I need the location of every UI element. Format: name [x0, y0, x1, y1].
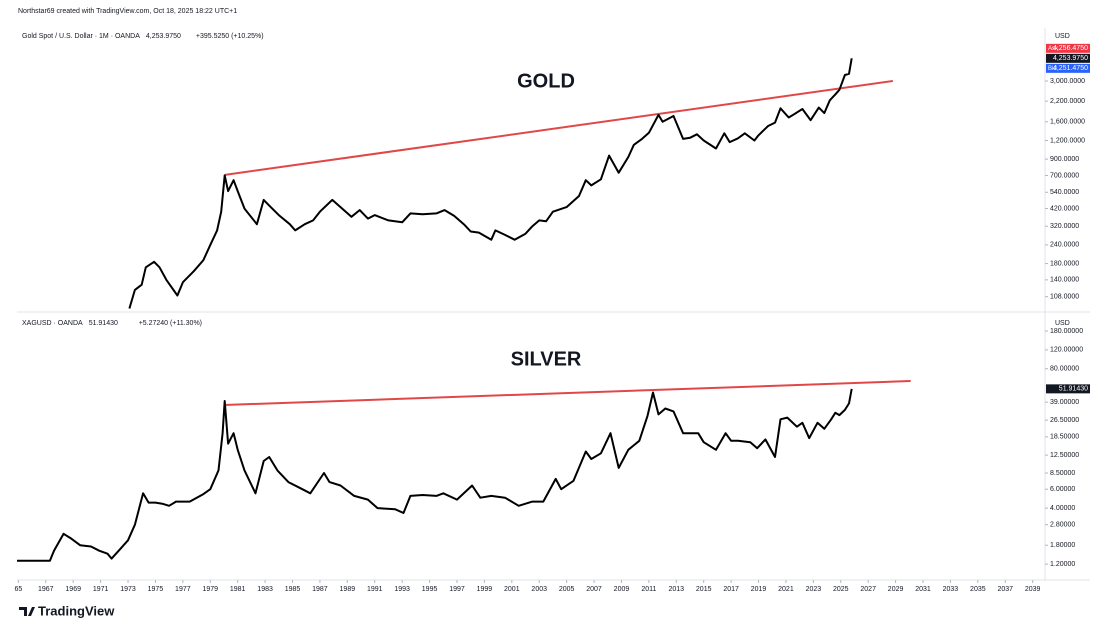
x-tick-label: 1973: [120, 586, 136, 593]
y-tick-label: 2.80000: [1050, 522, 1075, 529]
y-tick-label: 120.00000: [1050, 347, 1083, 354]
y-tick-label: 180.0000: [1050, 260, 1079, 267]
chart-pane: Gold Spot / U.S. Dollar · 1M · OANDA 4,25…: [22, 33, 1090, 309]
x-tick-label: 2005: [559, 586, 575, 593]
x-tick-label: 1967: [38, 586, 54, 593]
bid-tag-value: 4,251.4750: [1053, 65, 1088, 72]
x-tick-label: 2039: [1025, 586, 1041, 593]
ask-tag-value: 4,256.4750: [1053, 45, 1088, 52]
y-tick-label: 1.80000: [1050, 542, 1075, 549]
logo: TradingView: [19, 603, 115, 618]
x-tick-label: 1997: [449, 586, 465, 593]
x-tick-label: 1985: [285, 586, 301, 593]
y-tick-label: 240.0000: [1050, 242, 1079, 249]
x-tick-label: 1995: [422, 586, 438, 593]
y-tick-label: 108.0000: [1050, 294, 1079, 301]
x-tick-label: 2035: [970, 586, 986, 593]
symbol: XAGUSD · OANDA: [22, 320, 83, 327]
last-price-tag-value: 4,253.9750: [1053, 55, 1088, 62]
x-tick-label: 2023: [806, 586, 822, 593]
x-tick-label: 2009: [614, 586, 630, 593]
x-tick-label: 1987: [312, 586, 328, 593]
x-tick-label: 1983: [257, 586, 273, 593]
x-tick-label: 2015: [696, 586, 712, 593]
x-tick-label: 65: [14, 586, 22, 593]
last-price: 4,253.9750: [146, 33, 181, 40]
y-tick-label: 1,600.0000: [1050, 119, 1085, 126]
currency: USD: [1055, 320, 1070, 327]
x-tick-label: 1977: [175, 586, 191, 593]
y-tick-label: 1.20000: [1050, 561, 1075, 568]
y-tick-label: 3,000.0000: [1050, 78, 1085, 85]
x-tick-label: 2021: [778, 586, 794, 593]
change: +395.5250 (+10.25%): [196, 33, 264, 40]
x-tick-label: 1993: [394, 586, 410, 593]
x-tick-label: 2001: [504, 586, 520, 593]
x-tick-label: 1975: [148, 586, 164, 593]
chart-pane: XAGUSD · OANDA 51.91430 +5.27240 (+11.30%)…: [14, 320, 1090, 593]
x-tick-label: 1999: [477, 586, 493, 593]
symbol: Gold Spot / U.S. Dollar · 1M · OANDA: [22, 33, 140, 40]
y-tick-label: 6.00000: [1050, 486, 1075, 493]
bid-tag-label: Bid: [1048, 66, 1057, 72]
x-tick-label: 2027: [860, 586, 876, 593]
y-tick-label: 180.00000: [1050, 328, 1083, 335]
x-tick-label: 2033: [943, 586, 959, 593]
x-tick-label: 2003: [531, 586, 547, 593]
x-tick-label: 1989: [340, 586, 356, 593]
ask-tag-box: [1046, 43, 1090, 53]
x-tick-label: 2011: [641, 586, 656, 593]
currency: USD: [1055, 33, 1070, 40]
ask-tag-label: Ask: [1048, 46, 1059, 52]
y-tick-label: 1,200.0000: [1050, 137, 1085, 144]
x-tick-label: 2029: [888, 586, 904, 593]
x-tick-label: 1979: [202, 586, 218, 593]
last-price: 51.91430: [89, 320, 118, 327]
x-tick-label: 2017: [723, 586, 739, 593]
y-tick-label: 80.00000: [1050, 366, 1079, 373]
x-tick-label: 2025: [833, 586, 849, 593]
price-line: [17, 388, 853, 562]
y-tick-label: 700.0000: [1050, 172, 1079, 179]
x-tick-label: 2031: [915, 586, 931, 593]
x-tick-label: 2013: [669, 586, 685, 593]
price-line: [128, 58, 853, 309]
chart-title: SILVER: [511, 348, 582, 370]
y-tick-label: 900.0000: [1050, 156, 1079, 163]
bid-tag-box: [1046, 63, 1090, 73]
y-tick-label: 8.50000: [1050, 470, 1075, 477]
change: +5.27240 (+11.30%): [139, 320, 202, 327]
trendline: [224, 80, 893, 176]
logo-icon: [19, 607, 35, 616]
y-tick-label: 39.00000: [1050, 399, 1079, 406]
y-tick-label: 12.50000: [1050, 452, 1079, 459]
y-tick-label: 320.0000: [1050, 223, 1079, 230]
brand: TradingView: [38, 603, 115, 618]
chart-title: GOLD: [517, 70, 575, 92]
x-tick-label: 2037: [997, 586, 1013, 593]
x-tick-label: 1991: [367, 586, 383, 593]
x-tick-label: 1981: [230, 586, 246, 593]
y-tick-label: 18.50000: [1050, 434, 1079, 441]
y-tick-label: 2,200.0000: [1050, 98, 1085, 105]
x-tick-label: 1969: [65, 586, 81, 593]
y-tick-label: 540.0000: [1050, 189, 1079, 196]
trendline: [223, 380, 911, 406]
y-tick-label: 140.0000: [1050, 277, 1079, 284]
y-tick-label: 4.00000: [1050, 505, 1075, 512]
x-tick-label: 2019: [751, 586, 767, 593]
y-tick-label: 26.50000: [1050, 417, 1079, 424]
x-tick-label: 2007: [586, 586, 602, 593]
x-tick-label: 1971: [93, 586, 109, 593]
y-tick-label: 420.0000: [1050, 205, 1079, 212]
last-price-tag-value: 51.91430: [1059, 386, 1088, 393]
attribution: Northstar69 created with TradingView.com…: [18, 8, 237, 15]
last-price-tag-box: [1046, 384, 1090, 394]
last-price-tag-box: [1046, 53, 1090, 63]
